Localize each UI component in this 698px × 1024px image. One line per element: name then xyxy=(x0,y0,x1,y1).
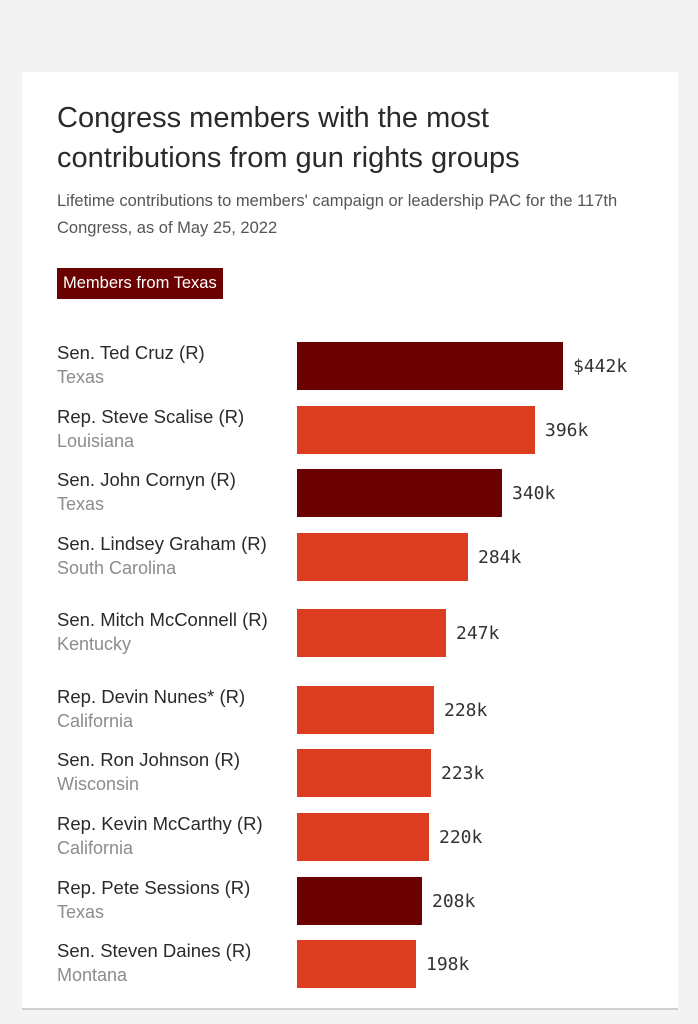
member-state: Montana xyxy=(57,965,128,985)
legend-texas-members: Members from Texas xyxy=(57,268,223,299)
bar xyxy=(297,342,563,390)
value-label: 340k xyxy=(512,483,556,504)
member-name: Sen. Ted Cruz (R) xyxy=(57,342,205,363)
member-state: Kentucky xyxy=(57,634,131,654)
value-label: 223k xyxy=(441,763,485,784)
member-name: Rep. Kevin McCarthy (R) xyxy=(57,813,263,834)
bar xyxy=(297,686,434,734)
value-label: 247k xyxy=(456,623,500,644)
bar xyxy=(297,469,502,517)
member-name: Sen. Ron Johnson (R) xyxy=(57,749,240,770)
member-state: Texas xyxy=(57,902,104,922)
bar xyxy=(297,406,535,454)
member-state: Wisconsin xyxy=(57,774,139,794)
value-label: 208k xyxy=(432,891,476,912)
value-label: $442k xyxy=(573,356,627,377)
member-state: Louisiana xyxy=(57,431,135,451)
member-state: Texas xyxy=(57,367,104,387)
bar xyxy=(297,940,416,988)
member-name: Rep. Devin Nunes* (R) xyxy=(57,686,245,707)
member-state: South Carolina xyxy=(57,558,177,578)
member-state: California xyxy=(57,838,134,858)
bottom-divider xyxy=(22,1008,678,1010)
member-name: Sen. Steven Daines (R) xyxy=(57,940,251,961)
bar xyxy=(297,813,429,861)
bar xyxy=(297,877,422,925)
bar xyxy=(297,533,468,581)
member-state: Texas xyxy=(57,494,104,514)
bar xyxy=(297,609,446,657)
member-state: California xyxy=(57,711,134,731)
value-label: 228k xyxy=(444,700,488,721)
member-name: Rep. Steve Scalise (R) xyxy=(57,406,244,427)
value-label: 396k xyxy=(545,420,589,441)
member-name: Sen. John Cornyn (R) xyxy=(57,469,236,490)
member-name: Sen. Mitch McConnell (R) xyxy=(57,609,268,630)
chart-title: Congress members with the most contribut… xyxy=(57,102,520,174)
member-name: Sen. Lindsey Graham (R) xyxy=(57,533,267,554)
value-label: 198k xyxy=(426,954,470,975)
value-label: 284k xyxy=(478,547,522,568)
chart-subtitle: Lifetime contributions to members' campa… xyxy=(57,192,618,237)
member-name: Rep. Pete Sessions (R) xyxy=(57,877,250,898)
bar xyxy=(297,749,431,797)
value-label: 220k xyxy=(439,827,483,848)
